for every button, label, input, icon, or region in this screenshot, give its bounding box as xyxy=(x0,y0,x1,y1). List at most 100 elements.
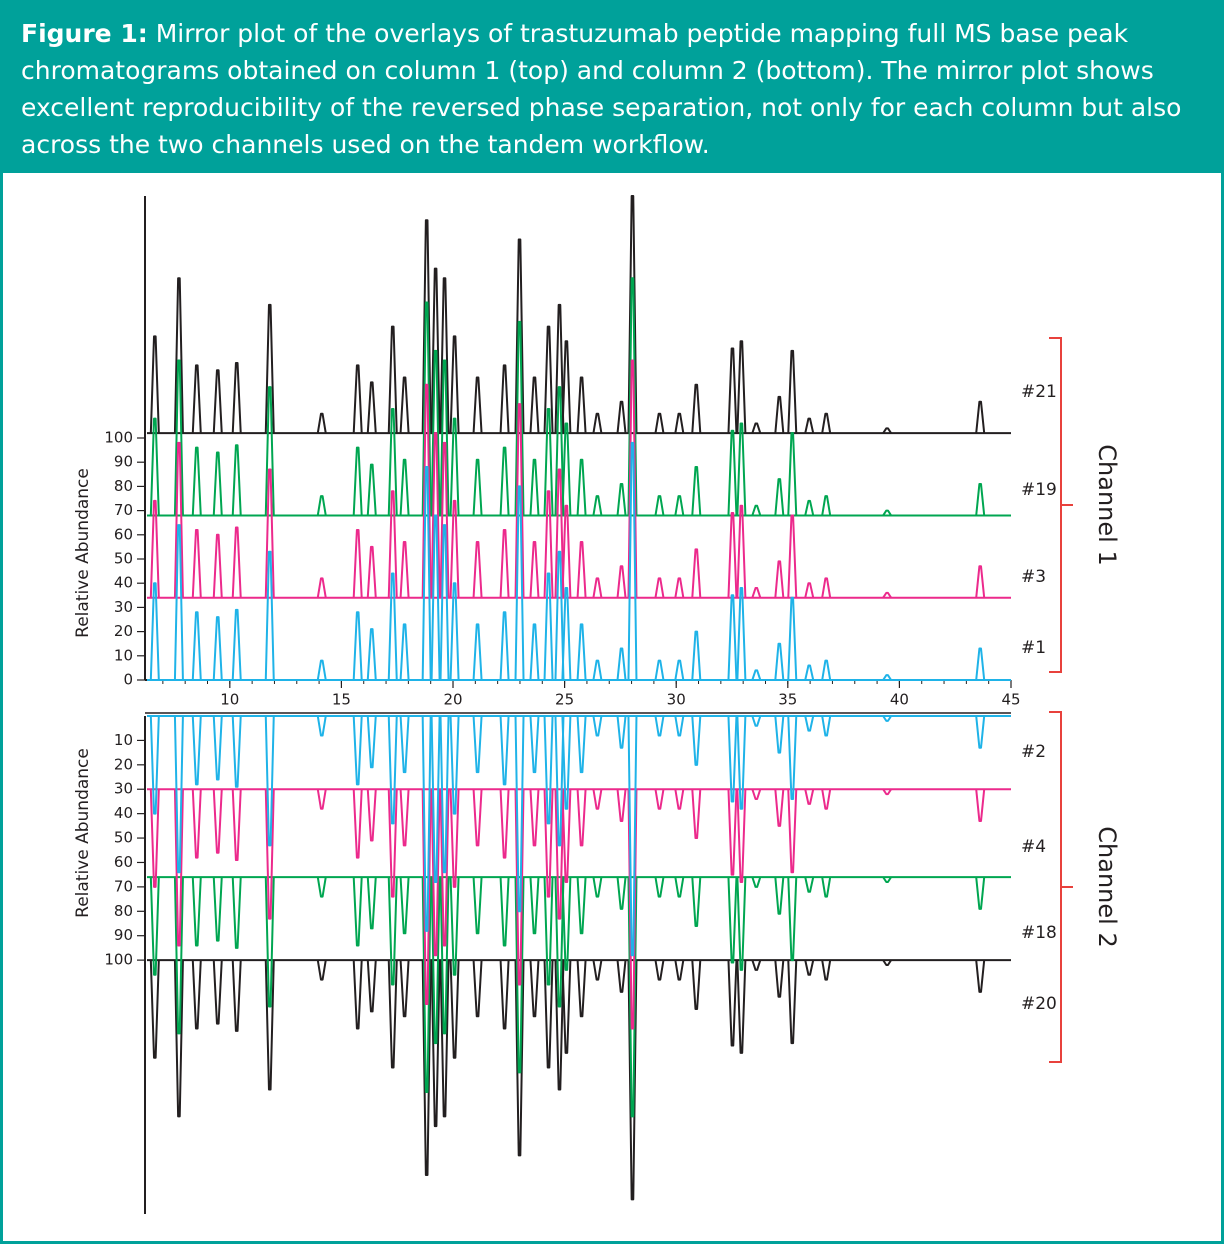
peak xyxy=(472,541,483,598)
peak xyxy=(499,446,510,516)
peak xyxy=(592,959,603,981)
peak xyxy=(529,376,540,434)
peak xyxy=(821,412,832,434)
y-tick-label: 20 xyxy=(114,622,133,640)
peak xyxy=(387,715,398,825)
peak xyxy=(366,715,377,769)
peak xyxy=(592,659,603,681)
peak xyxy=(736,587,747,681)
caption-text: Mirror plot of the overlays of trastuzum… xyxy=(21,19,1182,159)
peak xyxy=(975,789,986,822)
peak xyxy=(439,359,450,516)
chart: 0 10 20 30 40 50 60 70 80 90 100 Relative Abundance… xyxy=(73,195,1121,1214)
peak xyxy=(387,490,398,598)
y-tick-label: 0 xyxy=(123,671,133,689)
peak xyxy=(191,611,202,681)
peak xyxy=(616,482,627,516)
peak xyxy=(627,195,638,434)
peak xyxy=(149,582,160,681)
peak xyxy=(554,789,565,920)
peak xyxy=(430,267,441,434)
peak xyxy=(804,582,815,598)
peak xyxy=(736,340,747,434)
peak xyxy=(592,412,603,434)
peak xyxy=(554,468,565,598)
peak xyxy=(882,427,892,434)
y-tick-label: 20 xyxy=(114,755,133,773)
peak xyxy=(264,960,275,1091)
peak xyxy=(472,960,483,1018)
peak xyxy=(736,877,747,971)
peak xyxy=(727,877,738,964)
peak xyxy=(387,325,398,434)
peak xyxy=(561,960,572,1054)
y-tick-label: 10 xyxy=(114,731,133,749)
peak xyxy=(975,647,986,681)
peak xyxy=(674,876,685,898)
peak xyxy=(554,550,565,681)
peak xyxy=(882,959,892,966)
peak xyxy=(149,715,160,815)
peak xyxy=(576,789,587,847)
peak xyxy=(421,301,432,516)
peak xyxy=(691,960,702,1010)
peak xyxy=(787,960,798,1045)
peak xyxy=(449,877,460,976)
peak xyxy=(316,876,327,898)
peak xyxy=(529,789,540,847)
y-tick-label: 40 xyxy=(114,804,133,822)
peak xyxy=(543,877,554,986)
peak xyxy=(191,960,202,1030)
peak xyxy=(514,403,525,598)
peak xyxy=(674,577,685,598)
peak xyxy=(576,715,587,774)
peak xyxy=(787,789,798,874)
peak xyxy=(975,715,986,749)
y-axis-label: Relative Abundance xyxy=(73,468,93,638)
y-tick-label: 50 xyxy=(114,550,133,568)
peak xyxy=(654,789,665,810)
peak xyxy=(592,715,603,737)
series-label: #4 xyxy=(1021,837,1046,857)
peak xyxy=(399,541,410,598)
peak xyxy=(554,960,565,1091)
peak xyxy=(366,877,377,930)
series-label: #21 xyxy=(1021,382,1057,402)
peak xyxy=(421,715,432,932)
peak xyxy=(627,715,638,957)
peak xyxy=(399,623,410,681)
peak xyxy=(449,960,460,1059)
peak xyxy=(316,715,327,737)
peak xyxy=(751,504,762,516)
peak xyxy=(316,412,327,434)
peak xyxy=(543,407,554,516)
peak xyxy=(576,623,587,681)
peak xyxy=(736,422,747,516)
peak xyxy=(751,715,762,727)
peak xyxy=(736,504,747,598)
peak xyxy=(173,877,184,1035)
peak xyxy=(554,877,565,1008)
peak xyxy=(804,664,815,681)
peak xyxy=(529,623,540,681)
peak xyxy=(543,715,554,825)
peak xyxy=(191,364,202,434)
peak xyxy=(774,395,785,434)
peak xyxy=(421,960,432,1176)
peak xyxy=(691,789,702,840)
peak xyxy=(421,466,432,681)
peak xyxy=(727,347,738,434)
peak xyxy=(561,715,572,810)
peak xyxy=(352,715,363,786)
peak xyxy=(212,616,223,681)
y-tick-label: 50 xyxy=(114,829,133,847)
x-tick-label: 15 xyxy=(332,691,351,709)
peak xyxy=(173,789,184,947)
peak xyxy=(387,960,398,1069)
y-tick-label: 40 xyxy=(114,574,133,592)
peak xyxy=(430,715,441,883)
y-tick-label: 100 xyxy=(104,951,133,969)
peak xyxy=(449,715,460,815)
peak xyxy=(316,495,327,516)
peak xyxy=(191,789,202,859)
